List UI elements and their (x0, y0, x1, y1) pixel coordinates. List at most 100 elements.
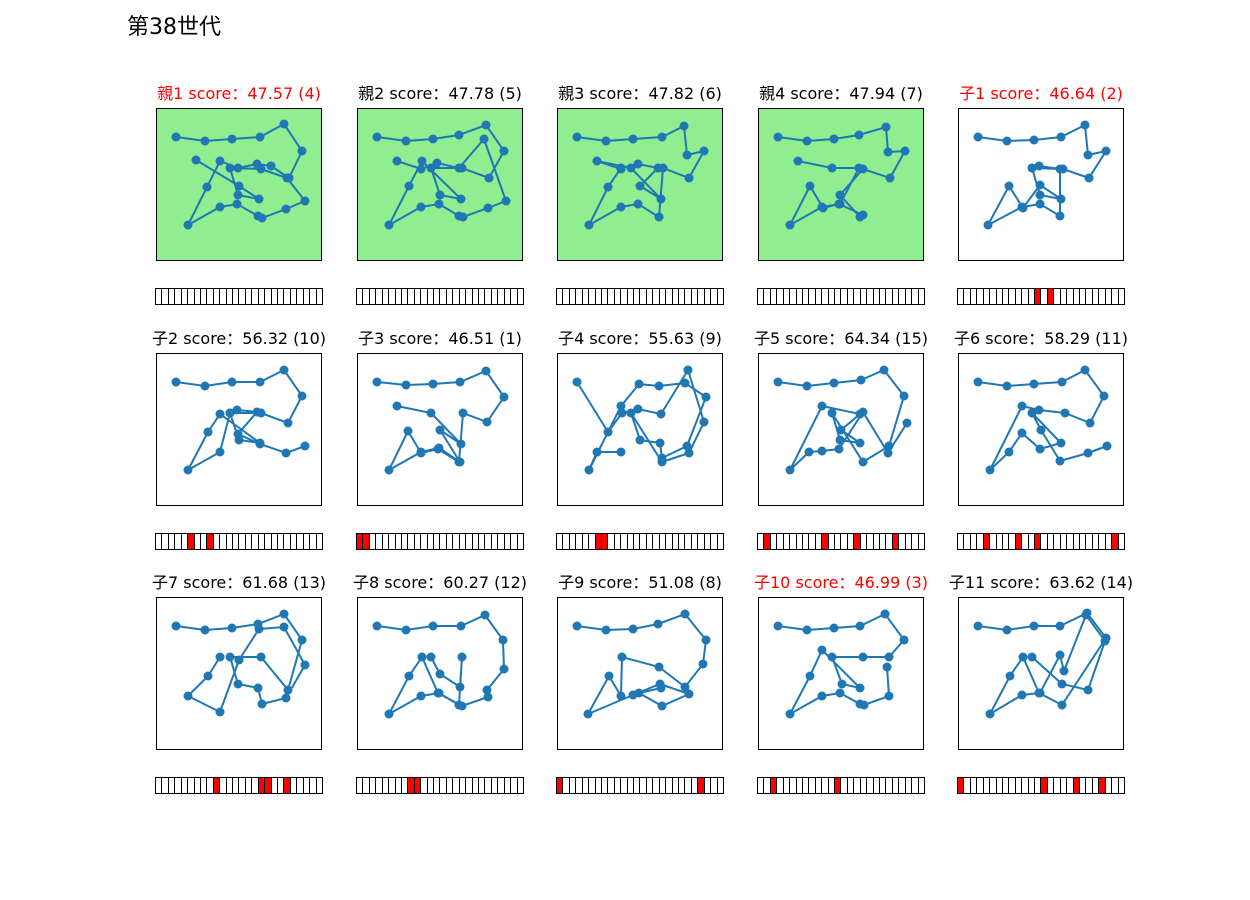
gene-cell (381, 778, 388, 793)
gene-cell (413, 289, 420, 304)
gene-cell (388, 289, 394, 304)
gene-cell (665, 534, 671, 549)
city-point (279, 622, 289, 632)
gene-cell (1085, 534, 1091, 549)
gene-cell (969, 778, 976, 793)
city-point (656, 194, 666, 204)
city-point (682, 150, 692, 160)
gene-cell (575, 289, 581, 304)
city-point (633, 404, 643, 414)
gene-cell (821, 289, 827, 304)
city-point (215, 652, 225, 662)
gene-cell (161, 534, 167, 549)
gene-cell (219, 778, 225, 793)
gene-cell (510, 534, 516, 549)
gene-cell (375, 534, 381, 549)
page-title: 第38世代 (127, 15, 221, 40)
gene-cell (808, 534, 814, 549)
city-point (171, 377, 181, 387)
city-point (1060, 408, 1070, 418)
gene-cell (516, 289, 523, 304)
city-point (215, 447, 225, 457)
gene-cell (678, 534, 684, 549)
gene-cell (1059, 289, 1066, 304)
city-point (802, 136, 812, 146)
city-point (592, 156, 602, 166)
city-point (416, 164, 426, 174)
route-plot (357, 597, 523, 750)
city-point (215, 156, 225, 166)
gene-cell (497, 289, 503, 304)
gene-cell (684, 778, 690, 793)
gene-cell (1085, 289, 1091, 304)
gene-cell (904, 778, 911, 793)
gene-cell (296, 534, 302, 549)
city-point (297, 635, 307, 645)
gene-cell (834, 778, 841, 793)
plot-title: 子8 score：60.27 (12) (353, 573, 527, 592)
route-svg (372, 610, 509, 719)
city-point (684, 448, 694, 458)
city-point (880, 609, 890, 619)
gene-cell (821, 778, 827, 793)
city-point (628, 624, 638, 634)
city-point (1055, 211, 1065, 221)
gene-cell (562, 534, 568, 549)
city-point (1034, 405, 1044, 415)
gene-cell (225, 778, 232, 793)
gene-cell (400, 534, 407, 549)
city-point (1056, 194, 1066, 204)
city-point (817, 401, 827, 411)
city-point (384, 220, 394, 230)
gene-cell (575, 534, 581, 549)
gene-cell (1040, 534, 1046, 549)
route-plot (958, 108, 1124, 261)
gene-cell (362, 778, 368, 793)
gene-cell (426, 534, 433, 549)
gene-cell (769, 534, 776, 549)
gene-cell (238, 534, 244, 549)
city-point (281, 204, 291, 214)
gene-cell (808, 289, 814, 304)
gene-cell (898, 289, 904, 304)
gene-cell (885, 778, 891, 793)
gene-cell (607, 778, 613, 793)
city-point (601, 136, 611, 146)
gene-cell (219, 289, 225, 304)
gene-cell (795, 289, 802, 304)
city-point (1059, 666, 1069, 676)
city-point (1029, 135, 1039, 145)
gene-cell (503, 778, 510, 793)
city-point (455, 457, 465, 467)
city-point (802, 625, 812, 635)
gene-cell (840, 289, 846, 304)
gene-cell (872, 289, 879, 304)
city-point (835, 688, 845, 698)
city-point (454, 700, 464, 710)
gene-cell (1027, 289, 1034, 304)
gene-cell (1117, 778, 1124, 793)
city-point (266, 161, 276, 171)
city-point (698, 659, 708, 669)
gene-cell (1027, 778, 1034, 793)
gene-cell (193, 289, 200, 304)
gene-cell (581, 778, 588, 793)
gene-cell (568, 289, 575, 304)
gene-cell (917, 289, 924, 304)
city-point (1035, 688, 1045, 698)
gene-cell (302, 534, 309, 549)
city-point (854, 163, 864, 173)
city-point (881, 122, 891, 132)
city-point (858, 652, 868, 662)
city-point (699, 146, 709, 156)
gene-cell (581, 289, 588, 304)
gene-cell (846, 289, 853, 304)
city-point (254, 194, 264, 204)
gene-cell (697, 289, 703, 304)
gene-cell (821, 534, 828, 549)
gene-cell (995, 289, 1002, 304)
genome-strip (556, 288, 724, 305)
route-svg (171, 365, 310, 475)
gene-cell (270, 778, 277, 793)
city-point (1084, 173, 1094, 183)
